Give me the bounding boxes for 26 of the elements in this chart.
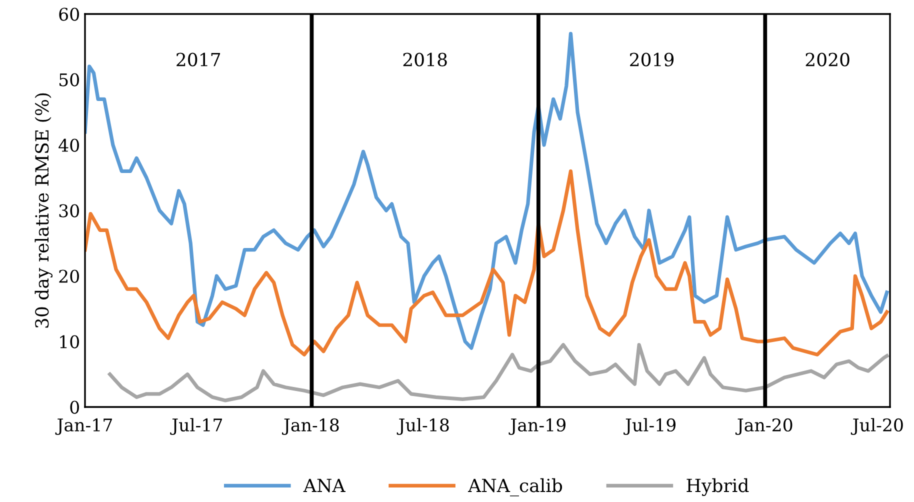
line-series	[108, 342, 889, 402]
annotation: 2017	[176, 52, 220, 66]
x-tick-label: Jan-18	[282, 418, 339, 435]
annotation: 2020	[806, 52, 850, 66]
y-axis-title: 30 day relative RMSE (%)	[34, 93, 52, 328]
line-series	[85, 169, 889, 356]
y-tick-label: 30	[59, 204, 79, 218]
legend-label: Hybrid	[686, 478, 749, 496]
y-tick-label: 50	[60, 73, 79, 86]
y-tick-label: 40	[58, 138, 79, 152]
x-tick-label: Jul-18	[396, 418, 449, 435]
annotation: 2018	[403, 52, 447, 66]
x-tick-label: Jul-17	[170, 418, 222, 435]
y-tick-label: 0	[70, 400, 79, 414]
x-tick-label: Jul-19	[624, 418, 676, 435]
y-tick-label: 60	[59, 8, 79, 21]
x-tick-label: Jan-20	[735, 418, 792, 435]
line-series	[85, 32, 889, 350]
annotation: 2019	[630, 52, 674, 66]
x-tick-label: Jan-19	[508, 418, 566, 435]
y-tick-label: 20	[59, 270, 79, 283]
legend-label: ANA_calib	[468, 478, 562, 496]
y-tick-label: 10	[60, 335, 79, 348]
legend-label: ANA	[303, 478, 346, 492]
x-tick-label: Jan-17	[55, 418, 112, 435]
x-tick-label: Jul-20	[850, 418, 903, 435]
